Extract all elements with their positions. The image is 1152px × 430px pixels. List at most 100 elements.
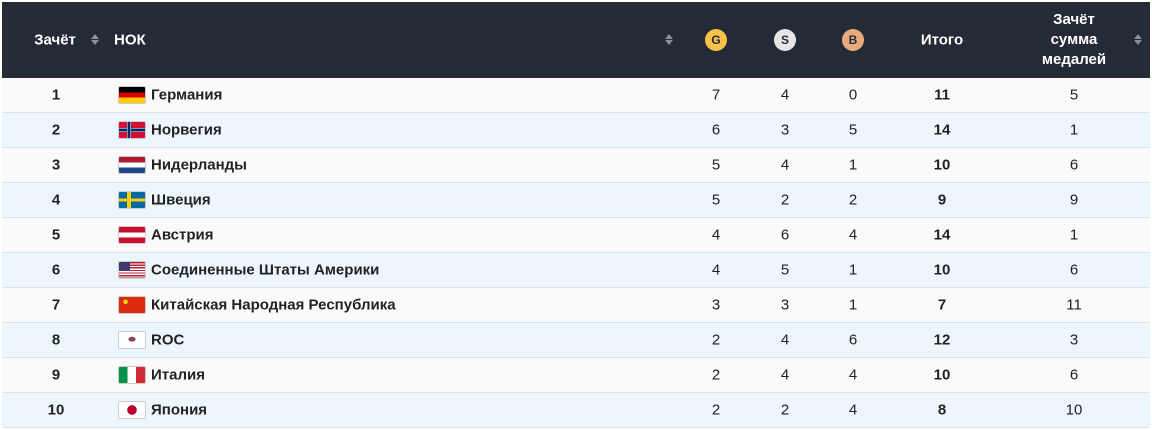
silver-cell: 6: [780, 226, 790, 244]
table-row[interactable]: 6 Соединенные Штаты Америки 4 5 1 10 6: [2, 253, 1150, 288]
silver-cell: 2: [780, 401, 790, 419]
country-name[interactable]: Австрия: [151, 226, 214, 244]
flag-icon: [118, 226, 146, 244]
flag-icon: [118, 331, 146, 349]
rank-cell: 4: [51, 191, 61, 209]
sort-noc-icon[interactable]: [665, 33, 673, 47]
country-name[interactable]: Китайская Народная Республика: [151, 296, 396, 314]
column-rank[interactable]: Зачёт: [34, 31, 76, 49]
bronze-cell: 1: [848, 296, 858, 314]
gold-cell: 4: [711, 226, 721, 244]
silver-cell: 3: [780, 296, 790, 314]
rank-total-cell: 5: [1069, 86, 1079, 104]
bronze-cell: 0: [848, 86, 858, 104]
rank-total-cell: 9: [1069, 191, 1079, 209]
column-rank-total[interactable]: Зачёт сумма медалей: [1041, 11, 1107, 68]
rank-cell: 6: [51, 261, 61, 279]
table-header: Зачёт НОК G S B Итого Зачёт сумма медале…: [2, 2, 1150, 78]
flag-icon: [118, 86, 146, 104]
silver-medal-icon[interactable]: S: [774, 29, 796, 51]
bronze-cell: 6: [848, 331, 858, 349]
country-name[interactable]: Швеция: [151, 191, 211, 209]
country-name[interactable]: Германия: [151, 86, 223, 104]
bronze-cell: 4: [848, 366, 858, 384]
rank-total-cell: 3: [1069, 331, 1079, 349]
bronze-cell: 1: [848, 156, 858, 174]
flag-icon: [118, 401, 146, 419]
silver-cell: 4: [780, 366, 790, 384]
sort-rank-icon[interactable]: [91, 33, 99, 47]
bronze-cell: 1: [848, 261, 858, 279]
total-cell: 14: [933, 121, 951, 139]
rank-cell: 8: [51, 331, 61, 349]
total-cell: 11: [934, 86, 950, 104]
gold-cell: 5: [711, 156, 721, 174]
table-row[interactable]: 2 Норвегия 6 3 5 14 1: [2, 113, 1150, 148]
rank-total-cell: 6: [1069, 156, 1079, 174]
rank-total-cell: 10: [1065, 401, 1083, 419]
gold-cell: 2: [711, 331, 721, 349]
bronze-cell: 2: [848, 191, 858, 209]
rank-cell: 10: [47, 401, 65, 419]
table-row[interactable]: 5 Австрия 4 6 4 14 1: [2, 218, 1150, 253]
country-name[interactable]: Соединенные Штаты Америки: [151, 261, 380, 279]
table-row[interactable]: 3 Нидерланды 5 4 1 10 6: [2, 148, 1150, 183]
total-cell: 8: [937, 401, 947, 419]
flag-icon: [118, 156, 146, 174]
silver-cell: 5: [780, 261, 790, 279]
country-name[interactable]: Норвегия: [151, 121, 222, 139]
gold-cell: 2: [711, 366, 721, 384]
country-name[interactable]: Нидерланды: [151, 156, 247, 174]
gold-cell: 4: [711, 261, 721, 279]
table-row[interactable]: 10 Япония 2 2 4 8 10: [2, 393, 1150, 428]
gold-cell: 5: [711, 191, 721, 209]
country-name[interactable]: Италия: [151, 366, 205, 384]
rank-total-cell: 1: [1069, 121, 1079, 139]
column-total[interactable]: Итого: [920, 31, 964, 49]
total-cell: 12: [933, 331, 951, 349]
table-row[interactable]: 7 Китайская Народная Республика 3 3 1 7 …: [2, 288, 1150, 323]
gold-cell: 2: [711, 401, 721, 419]
flag-icon: [118, 191, 146, 209]
rank-total-cell: 6: [1069, 366, 1079, 384]
silver-cell: 2: [780, 191, 790, 209]
flag-icon: [118, 261, 146, 279]
silver-cell: 4: [780, 156, 790, 174]
table-row[interactable]: 1 Германия 7 4 0 11 5: [2, 78, 1150, 113]
total-cell: 10: [933, 261, 951, 279]
total-cell: 7: [937, 296, 947, 314]
silver-cell: 4: [780, 331, 790, 349]
rank-cell: 7: [51, 296, 61, 314]
rank-total-cell: 1: [1069, 226, 1079, 244]
total-cell: 14: [933, 226, 951, 244]
rank-cell: 5: [51, 226, 61, 244]
flag-icon: [118, 296, 146, 314]
table-row[interactable]: 8 ROC 2 4 6 12 3: [2, 323, 1150, 358]
rank-cell: 2: [51, 121, 61, 139]
bronze-cell: 4: [848, 226, 858, 244]
sort-rank-total-icon[interactable]: [1134, 33, 1142, 47]
silver-cell: 3: [780, 121, 790, 139]
rank-cell: 3: [51, 156, 61, 174]
gold-cell: 6: [711, 121, 721, 139]
silver-cell: 4: [780, 86, 790, 104]
total-cell: 9: [937, 191, 947, 209]
gold-cell: 3: [711, 296, 721, 314]
rank-total-cell: 6: [1069, 261, 1079, 279]
bronze-cell: 4: [848, 401, 858, 419]
bronze-medal-icon[interactable]: B: [842, 29, 864, 51]
rank-total-cell: 11: [1066, 296, 1082, 314]
rank-cell: 1: [51, 86, 61, 104]
bronze-cell: 5: [848, 121, 858, 139]
table-body: 1 Германия 7 4 0 11 5 2 Норвегия 6 3 5 1…: [2, 78, 1150, 428]
rank-cell: 9: [51, 366, 61, 384]
total-cell: 10: [933, 366, 951, 384]
country-name[interactable]: ROC: [151, 331, 185, 349]
column-noc[interactable]: НОК: [114, 31, 146, 49]
table-row[interactable]: 9 Италия 2 4 4 10 6: [2, 358, 1150, 393]
gold-medal-icon[interactable]: G: [705, 29, 727, 51]
flag-icon: [118, 366, 146, 384]
country-name[interactable]: Япония: [151, 401, 208, 419]
table-row[interactable]: 4 Швеция 5 2 2 9 9: [2, 183, 1150, 218]
